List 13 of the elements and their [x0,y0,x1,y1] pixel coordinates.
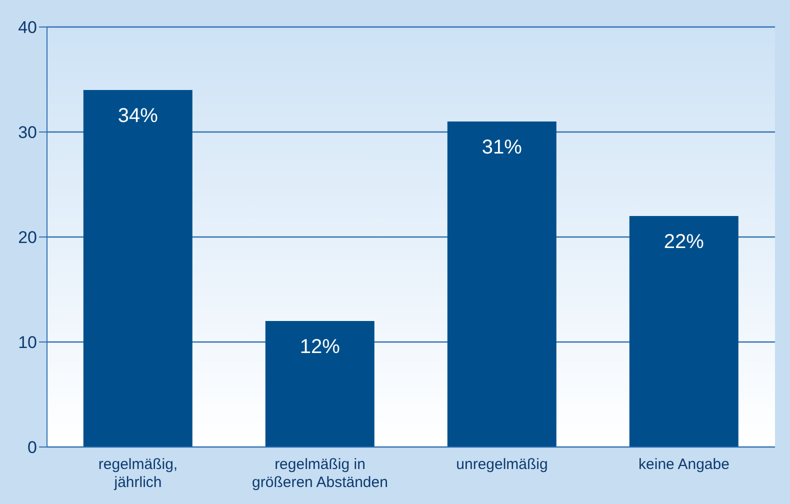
x-tick-label: unregelmäßig [456,456,548,473]
data-label: 22% [664,231,704,254]
y-tick-label: 20 [18,228,37,248]
data-label: 34% [118,105,158,128]
x-tick-label: regelmäßig, jährlich [98,456,178,491]
y-tick-label: 40 [18,18,37,38]
y-tick-label: 10 [18,333,37,352]
x-tick-label: keine Angabe [638,456,730,473]
y-tick-label: 30 [18,123,37,142]
y-tick-label: 0 [28,438,37,458]
data-label: 12% [300,336,340,358]
data-label: 31% [482,136,522,159]
x-tick-label: regelmäßig in größeren Abständen [252,456,388,491]
